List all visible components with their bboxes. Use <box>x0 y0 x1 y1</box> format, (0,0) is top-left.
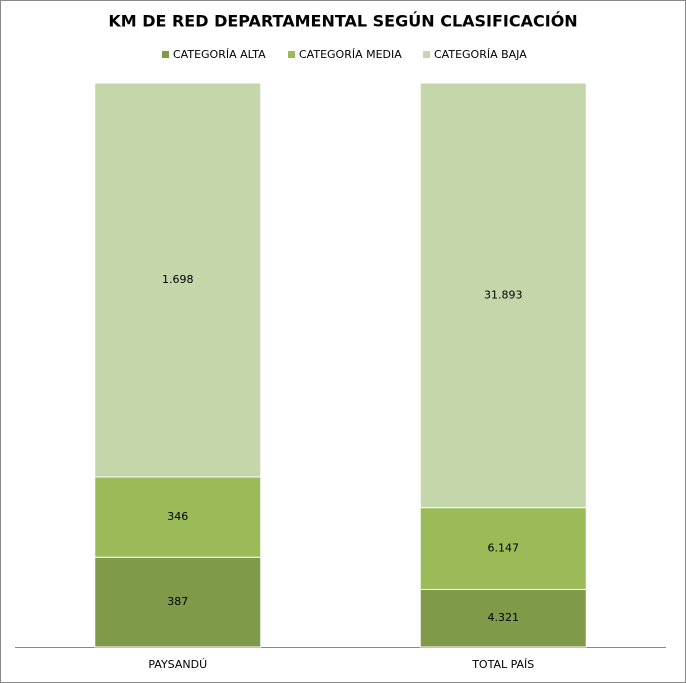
bar-segment <box>419 588 587 648</box>
data-label: 1.698 <box>162 273 194 286</box>
x-tick-label: PAYSANDÚ <box>148 658 207 671</box>
legend-label: CATEGORÍA ALTA <box>173 48 266 61</box>
legend-label: CATEGORÍA BAJA <box>434 48 527 61</box>
bar-segment <box>94 556 262 648</box>
legend-swatch <box>423 51 430 58</box>
legend-swatch <box>162 51 169 58</box>
data-label: 31.893 <box>484 288 523 301</box>
data-label: 346 <box>167 510 188 523</box>
data-label: 4.321 <box>488 611 520 624</box>
x-tick-label: TOTAL PAÍS <box>471 658 534 671</box>
bar-segment <box>94 82 262 478</box>
data-label: 6.147 <box>488 542 520 555</box>
legend-swatch <box>288 51 295 58</box>
bar-segment <box>419 82 587 509</box>
legend-label: CATEGORÍA MEDIA <box>299 48 402 61</box>
chart-title: KM DE RED DEPARTAMENTAL SEGÚN CLASIFICAC… <box>108 12 577 31</box>
bar-segment <box>419 507 587 590</box>
data-label: 387 <box>167 595 188 608</box>
